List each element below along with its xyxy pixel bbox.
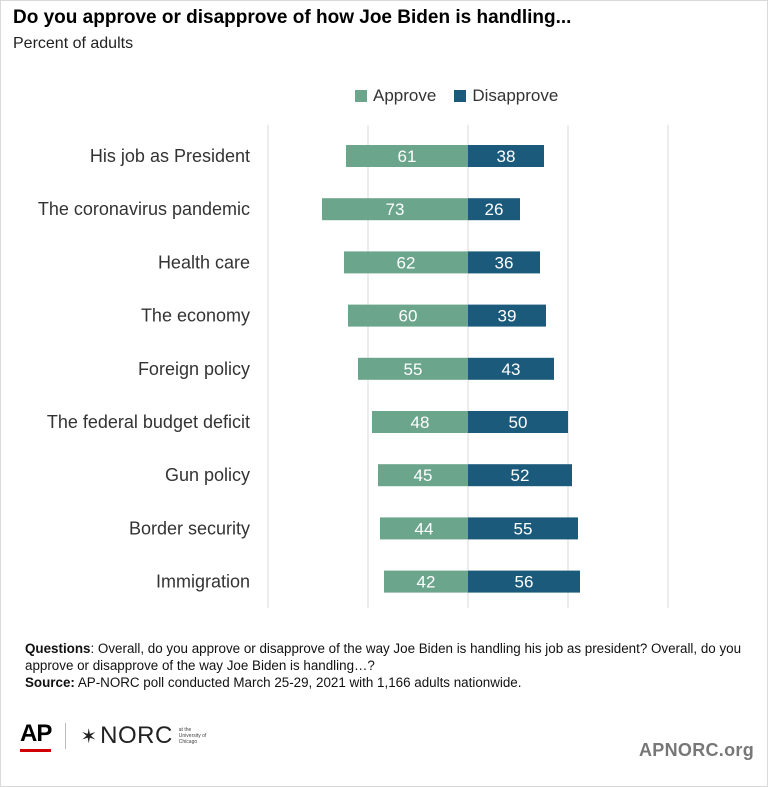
bar-approve	[384, 570, 468, 593]
category-label: His job as President	[90, 146, 250, 166]
bar-chart: His job as President 61 38 The coronavirus …	[38, 125, 669, 608]
bar-disapprove	[468, 570, 580, 593]
ap-logo: AP	[20, 720, 52, 752]
logo-divider	[65, 723, 67, 749]
data-label-disapprove: 56	[515, 573, 534, 592]
category-label: The federal budget deficit	[47, 412, 250, 432]
data-label-disapprove: 52	[511, 466, 530, 485]
legend-item-approve: Approve	[355, 86, 436, 106]
bar-disapprove	[468, 411, 568, 433]
norc-logo-text: NORC	[100, 722, 173, 749]
data-label-disapprove: 36	[495, 253, 514, 272]
data-label-disapprove: 55	[514, 519, 533, 538]
data-label-disapprove: 50	[509, 413, 528, 432]
norc-logo-subtext: at the University of Chicago	[178, 727, 207, 745]
norc-logo: ✶ NORC at the University of Chicago	[80, 722, 212, 750]
category-label: Health care	[158, 252, 250, 272]
category-label: Gun policy	[165, 465, 250, 485]
legend-label-disapprove: Disapprove	[472, 86, 559, 105]
site-url: APNORC.org	[639, 740, 754, 760]
ap-logo-bar	[20, 749, 52, 752]
bar-approve	[358, 357, 468, 380]
questions-note: Questions: Overall, do you approve or di…	[25, 640, 745, 674]
questions-text: : Overall, do you approve or disapprove …	[25, 641, 742, 673]
bar-approve	[380, 517, 468, 540]
category-label: The coronavirus pandemic	[38, 199, 250, 219]
legend-item-disapprove: Disapprove	[454, 86, 558, 106]
bar-disapprove	[468, 517, 578, 540]
data-label-approve: 44	[415, 519, 434, 538]
logos: AP ✶ NORC at the University of Chicago	[20, 716, 213, 756]
data-label-approve: 61	[398, 147, 417, 166]
norc-star-icon: ✶	[80, 725, 98, 748]
bar-approve	[322, 198, 468, 221]
source-text: AP-NORC poll conducted March 25-29, 2021…	[74, 675, 522, 690]
data-label-approve: 55	[404, 360, 423, 379]
source-label: Source:	[25, 675, 75, 690]
bar-disapprove	[468, 304, 546, 327]
legend: Approve Disapprove	[355, 86, 558, 106]
bar-approve	[378, 464, 468, 487]
bar-disapprove	[468, 198, 520, 221]
bar-approve	[346, 145, 468, 167]
bar-approve	[348, 304, 468, 327]
data-label-approve: 48	[411, 413, 430, 432]
questions-label: Questions	[25, 641, 91, 656]
bar-approve	[344, 251, 468, 274]
data-label-approve: 60	[399, 307, 418, 326]
bar-disapprove	[468, 464, 572, 487]
source-note: Source: AP-NORC poll conducted March 25-…	[25, 674, 745, 691]
ap-logo-text: AP	[20, 720, 52, 747]
bar-disapprove	[468, 145, 544, 167]
legend-swatch-disapprove	[454, 90, 467, 102]
chart-subtitle: Percent of adults	[13, 35, 134, 52]
footnotes: Questions: Overall, do you approve or di…	[25, 640, 745, 691]
data-label-approve: 73	[386, 200, 405, 219]
category-label: Foreign policy	[138, 359, 250, 379]
data-label-disapprove: 26	[485, 200, 504, 219]
data-label-disapprove: 43	[502, 360, 521, 379]
category-label: Immigration	[156, 572, 250, 592]
legend-swatch-approve	[355, 90, 367, 102]
category-label: The economy	[141, 306, 250, 326]
data-label-approve: 45	[414, 466, 433, 485]
chart-title: Do you approve or disapprove of how Joe …	[13, 7, 572, 28]
data-label-disapprove: 38	[497, 147, 516, 166]
bar-disapprove	[468, 357, 554, 380]
data-label-approve: 62	[397, 253, 416, 272]
category-label: Border security	[129, 518, 250, 538]
bar-approve	[372, 411, 468, 433]
data-label-approve: 42	[417, 573, 436, 592]
data-label-disapprove: 39	[498, 307, 517, 326]
bar-disapprove	[468, 251, 540, 274]
legend-label-approve: Approve	[373, 86, 437, 105]
